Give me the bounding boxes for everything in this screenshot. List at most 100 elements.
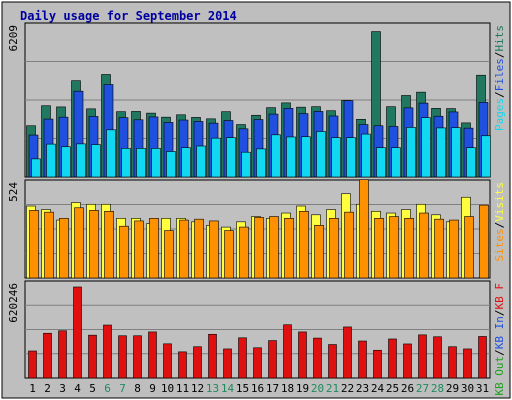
day-label-25: 25	[386, 382, 399, 395]
day-label-27: 27	[416, 382, 429, 395]
bar-kb-f-day-27	[418, 334, 427, 379]
day-label-20: 20	[311, 382, 324, 395]
bar-pages-day-21	[331, 137, 341, 178]
bar-pages-day-11	[181, 147, 191, 178]
chart-panels: 6209Pages/Files/Hits524Sites/Visits62024…	[7, 22, 506, 396]
bar-kb-f-day-1	[28, 350, 37, 379]
panel-visits-sites: 524 Sites/Visits	[7, 179, 506, 279]
legend-kb-f: KB F	[493, 283, 506, 310]
legend-separator: /	[493, 91, 506, 98]
legend: Pages/Files/Hits	[493, 25, 506, 131]
bar-kb-f-day-25	[388, 338, 397, 379]
legend-hits: Hits	[493, 25, 506, 52]
legend-separator: /	[493, 52, 506, 59]
bar-sites-day-17	[269, 216, 279, 279]
bar-kb-f-day-16	[253, 347, 262, 379]
bar-kb-f-day-8	[133, 335, 142, 379]
bar-sites-day-31	[479, 204, 489, 279]
bar-sites-day-23	[359, 179, 369, 279]
legend-sites: Sites	[493, 228, 506, 261]
bar-sites-day-18	[284, 218, 294, 279]
max-label: 524	[7, 182, 20, 202]
bar-pages-day-18	[286, 136, 296, 178]
bar-kb-f-day-13	[208, 333, 217, 379]
day-label-18: 18	[281, 382, 294, 395]
bar-sites-day-4	[74, 207, 84, 279]
bar-sites-day-12	[194, 218, 204, 279]
day-label-13: 13	[206, 382, 219, 395]
bar-pages-day-20	[316, 131, 326, 178]
bar-kb-f-day-10	[163, 343, 172, 379]
bar-sites-day-16	[254, 217, 264, 279]
bar-pages-day-12	[196, 145, 206, 178]
bar-pages-day-10	[166, 151, 176, 178]
bar-pages-day-3	[61, 146, 71, 178]
bar-sites-day-14	[224, 230, 234, 279]
day-label-26: 26	[401, 382, 414, 395]
bar-pages-day-26	[406, 127, 416, 178]
bar-sites-day-8	[134, 220, 144, 279]
day-label-2: 2	[44, 382, 51, 395]
day-label-30: 30	[461, 382, 474, 395]
max-label: 6209	[7, 25, 20, 52]
bar-kb-f-day-24	[373, 349, 382, 379]
bar-pages-day-16	[256, 148, 266, 178]
day-label-17: 17	[266, 382, 279, 395]
bar-kb-f-day-30	[463, 348, 472, 379]
bar-kb-f-day-6	[103, 324, 112, 379]
bar-sites-day-21	[329, 218, 339, 279]
bar-kb-f-day-18	[283, 324, 292, 379]
bar-kb-f-day-9	[148, 331, 157, 379]
panel-hits-files-pages: 6209 Pages/Files/Hits	[7, 22, 506, 178]
bar-sites-day-13	[209, 220, 219, 279]
bar-sites-day-30	[464, 216, 474, 279]
bar-sites-day-10	[164, 230, 174, 279]
bar-pages-day-22	[346, 137, 356, 178]
bar-pages-day-28	[436, 127, 446, 178]
bar-pages-day-17	[271, 134, 281, 178]
day-label-15: 15	[236, 382, 249, 395]
bar-sites-day-15	[239, 226, 249, 279]
legend-separator: /	[493, 222, 506, 229]
day-label-24: 24	[371, 382, 385, 395]
day-label-29: 29	[446, 382, 459, 395]
bar-pages-day-27	[421, 117, 431, 178]
bar-pages-day-14	[226, 137, 236, 178]
day-label-4: 4	[74, 382, 81, 395]
bar-pages-day-6	[106, 129, 116, 178]
bar-kb-f-day-5	[88, 334, 97, 379]
bar-sites-day-25	[389, 216, 399, 279]
legend-separator: /	[493, 349, 506, 356]
bar-pages-day-1	[31, 158, 41, 178]
bar-sites-day-24	[374, 218, 384, 279]
bar-sites-day-20	[314, 225, 324, 279]
bar-sites-day-3	[59, 218, 69, 279]
bar-kb-f-day-3	[58, 330, 67, 379]
bar-sites-day-27	[419, 212, 429, 279]
day-label-10: 10	[161, 382, 174, 395]
bar-kb-f-day-2	[43, 332, 52, 379]
legend-separator: /	[493, 310, 506, 317]
bar-pages-day-23	[361, 133, 371, 178]
bar-sites-day-5	[89, 210, 99, 279]
day-label-9: 9	[149, 382, 156, 395]
bar-kb-f-day-28	[433, 336, 442, 379]
legend-visits: Visits	[493, 182, 506, 222]
day-label-11: 11	[176, 382, 189, 395]
bar-pages-day-29	[451, 127, 461, 178]
bar-sites-day-6	[104, 210, 114, 279]
bar-pages-day-30	[466, 147, 476, 178]
bar-pages-day-4	[76, 143, 86, 178]
bar-sites-day-7	[119, 225, 129, 279]
day-label-23: 23	[356, 382, 369, 395]
bar-pages-day-15	[241, 151, 251, 178]
bar-pages-day-7	[121, 148, 131, 178]
day-label-1: 1	[29, 382, 36, 395]
legend: KB Out/KB In/KB F	[493, 283, 506, 396]
day-label-16: 16	[251, 382, 264, 395]
bar-kb-f-day-26	[403, 343, 412, 379]
bar-sites-day-2	[44, 211, 54, 279]
day-label-6: 6	[104, 382, 111, 395]
